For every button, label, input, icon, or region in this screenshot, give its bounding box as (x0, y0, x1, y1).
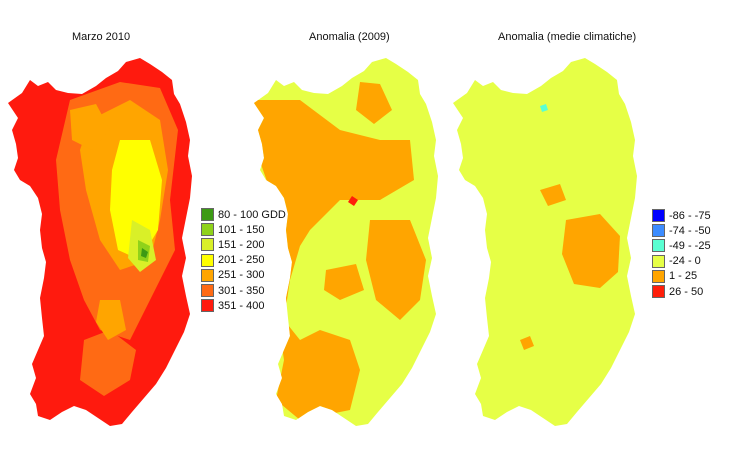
gdd-legend-label: 351 - 400 (218, 299, 265, 312)
gdd-legend-label: 80 - 100 GDD (218, 208, 286, 221)
anomaly-legend-item: -74 - -50 (652, 223, 711, 238)
title-anomaly-2009: Anomalia (2009) (309, 31, 390, 43)
gdd-legend-item: 80 - 100 GDD (201, 207, 286, 222)
gdd-legend-label: 251 - 300 (218, 269, 265, 282)
title-march-2010: Marzo 2010 (72, 31, 131, 43)
anomaly-legend-item: 1 - 25 (652, 269, 711, 284)
gdd-legend-item: 201 - 250 (201, 253, 286, 268)
map-march-2010 (8, 58, 192, 426)
gdd-legend-swatch (201, 238, 214, 252)
gdd-legend-swatch (201, 268, 214, 282)
anomaly-legend-label: 26 - 50 (669, 285, 704, 298)
gdd-legend-item: 351 - 400 (201, 298, 286, 313)
anomaly-legend-item: -24 - 0 (652, 254, 711, 269)
anomaly-legend-item: -86 - -75 (652, 208, 711, 223)
gdd-legend-swatch (201, 253, 214, 267)
anomaly-legend-label: -86 - -75 (669, 209, 711, 222)
title-anomaly-climate: Anomalia (medie climatiche) (498, 31, 637, 43)
anomaly-legend-swatch (652, 224, 665, 238)
anomaly-legend-swatch (652, 254, 665, 268)
anomaly-legend-label: 1 - 25 (669, 270, 698, 283)
gdd-legend-swatch (201, 299, 214, 313)
gdd-legend-item: 101 - 150 (201, 222, 286, 237)
gdd-legend-swatch (201, 284, 214, 298)
gdd-legend-item: 151 - 200 (201, 237, 286, 252)
gdd-legend-swatch (201, 208, 214, 222)
anomaly-legend-swatch (652, 269, 665, 283)
map-anomaly-2009 (254, 58, 438, 426)
anomaly-legend-swatch (652, 209, 665, 223)
gdd-legend-label: 201 - 250 (218, 254, 265, 267)
map-anomaly-climate (453, 58, 637, 426)
gdd-legend-label: 301 - 350 (218, 284, 265, 297)
gdd-legend-item: 251 - 300 (201, 268, 286, 283)
gdd-legend-item: 301 - 350 (201, 283, 286, 298)
anomaly-legend-label: -24 - 0 (669, 255, 701, 268)
gdd-legend-label: 151 - 200 (218, 238, 265, 251)
anomaly-legend-swatch (652, 239, 665, 253)
anomaly-legend-swatch (652, 285, 665, 299)
anomaly-legend-item: 26 - 50 (652, 284, 711, 299)
anomaly-legend-item: -49 - -25 (652, 238, 711, 253)
anomaly-legend-label: -74 - -50 (669, 224, 711, 237)
gdd-legend-label: 101 - 150 (218, 223, 265, 236)
anomaly-legend-label: -49 - -25 (669, 239, 711, 252)
legend-anomaly: -86 - -75 -74 - -50 -49 - -25 -24 - 0 1 - 25… (652, 208, 711, 299)
legend-gdd: 80 - 100 GDD 101 - 150 151 - 200 201 - 250 2… (201, 207, 286, 313)
gdd-legend-swatch (201, 223, 214, 237)
